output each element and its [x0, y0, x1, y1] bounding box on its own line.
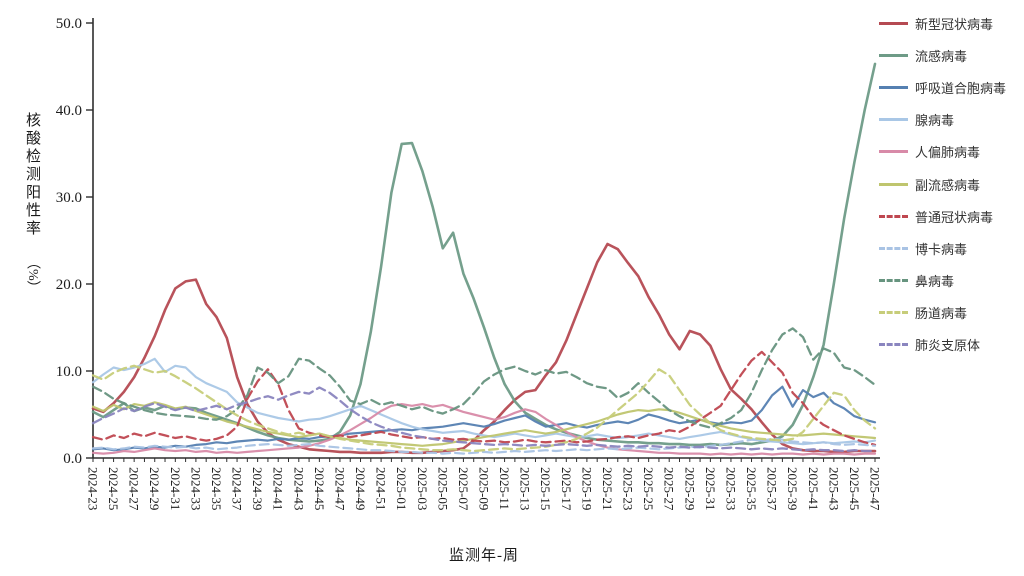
y-tick-label: 50.0 [56, 16, 82, 32]
legend-item-0: 新型冠状病毒 [879, 7, 1006, 39]
legend-swatch-icon [879, 85, 908, 89]
series-line-2 [91, 385, 877, 452]
x-tick-label: 2024-37 [230, 467, 245, 511]
series-line-9 [91, 364, 877, 453]
legend-swatch-icon [879, 246, 908, 250]
x-tick-label: 2024-31 [168, 467, 183, 510]
series-line-4 [91, 403, 877, 456]
x-tick-label: 2025-15 [538, 467, 553, 510]
x-tick-label: 2025-33 [723, 467, 738, 510]
x-tick-label: 2024-49 [353, 467, 368, 510]
legend-label: 人偏肺病毒 [915, 145, 981, 161]
x-tick-label: 2024-43 [291, 467, 306, 510]
legend-label: 博卡病毒 [915, 241, 968, 257]
x-tick-label: 2025-27 [662, 467, 677, 511]
legend-swatch-icon [879, 279, 908, 283]
series-line-8 [91, 327, 877, 429]
x-tick-label: 2025-41 [806, 467, 821, 510]
x-tick-label: 2025-19 [579, 467, 594, 510]
legend-item-9: 肠道病毒 [879, 297, 1006, 329]
x-tick-label: 2025-07 [456, 467, 471, 511]
x-tick-label: 2025-23 [621, 467, 636, 510]
legend-item-6: 普通冠状病毒 [879, 200, 1006, 232]
legend-label: 流感病毒 [915, 48, 968, 64]
legend-label: 肺炎支原体 [915, 338, 981, 354]
x-tick-label: 2024-45 [312, 467, 327, 510]
x-tick-label: 2024-25 [106, 467, 121, 510]
x-axis-title: 监测年-周 [449, 548, 519, 564]
x-tick-label: 2025-39 [785, 467, 800, 510]
legend-label: 肠道病毒 [915, 306, 968, 322]
legend-swatch-icon [879, 118, 908, 122]
legend: 新型冠状病毒 流感病毒呼吸道合胞病毒 腺病毒人偏肺病毒副流感病毒普通冠状病毒 博卡病毒… [879, 7, 1006, 361]
x-tick-label: 2025-35 [744, 467, 759, 510]
legend-swatch-icon [879, 53, 908, 57]
x-tick-label: 2024-35 [209, 467, 224, 510]
x-tick-label: 2024-33 [188, 467, 203, 510]
y-axis-unit: （%） [25, 255, 40, 295]
x-tick-label: 2025-09 [477, 467, 492, 510]
legend-label: 新型冠状病毒 [915, 16, 994, 32]
y-tick-label: 20.0 [56, 277, 82, 293]
legend-label: 呼吸道合胞病毒 [915, 80, 1007, 96]
y-axis-title: 核酸检测阳性率 [24, 112, 40, 238]
legend-label: 腺病毒 [915, 113, 955, 129]
x-tick-label: 2025-45 [847, 467, 862, 510]
y-tick-label: 30.0 [56, 190, 82, 206]
y-tick-label: 40.0 [56, 103, 82, 119]
legend-swatch-icon [879, 343, 908, 347]
legend-item-5: 副流感病毒 [879, 168, 1006, 200]
x-tick-label: 2025-37 [765, 467, 780, 511]
x-tick-label: 2024-51 [374, 467, 389, 510]
legend-item-7: 博卡病毒 [879, 232, 1006, 264]
x-tick-label: 2025-29 [682, 467, 697, 510]
legend-swatch-icon [879, 150, 908, 154]
x-tick-label: 2024-23 [86, 467, 101, 510]
legend-label: 副流感病毒 [915, 177, 981, 193]
x-tick-label: 2024-27 [127, 467, 142, 511]
x-tick-label: 2025-31 [703, 467, 718, 510]
legend-item-4: 人偏肺病毒 [879, 136, 1006, 168]
series-line-10 [91, 386, 877, 453]
x-tick-label: 2025-01 [394, 467, 409, 510]
legend-label: 普通冠状病毒 [915, 209, 994, 225]
series-line-5 [91, 401, 877, 447]
x-tick-label: 2025-13 [518, 467, 533, 510]
x-tick-label: 2025-03 [415, 467, 430, 510]
legend-swatch-icon [879, 311, 908, 315]
legend-swatch-icon [879, 214, 908, 218]
x-tick-label: 2024-39 [250, 467, 265, 510]
x-tick-label: 2025-21 [600, 467, 615, 510]
x-tick-label: 2024-29 [147, 467, 162, 510]
y-tick-label: 0.0 [63, 451, 82, 467]
legend-item-1: 流感病毒 [879, 39, 1006, 71]
y-tick-label: 10.0 [56, 364, 82, 380]
series-line-7 [91, 437, 877, 455]
legend-item-10: 肺炎支原体 [879, 329, 1006, 361]
legend-swatch-icon [879, 21, 908, 25]
x-tick-label: 2025-11 [497, 467, 512, 510]
series-line-6 [91, 350, 877, 447]
legend-swatch-icon [879, 182, 908, 186]
legend-item-2: 呼吸道合胞病毒 [879, 71, 1006, 103]
x-tick-label: 2025-25 [641, 467, 656, 510]
x-tick-label: 2025-47 [868, 467, 883, 511]
series-line-0 [91, 242, 877, 455]
x-tick-label: 2025-43 [826, 467, 841, 510]
x-tick-label: 2024-47 [332, 467, 347, 511]
x-tick-label: 2025-17 [559, 467, 574, 511]
x-tick-label: 2024-41 [271, 467, 286, 510]
x-tick-label: 2025-05 [435, 467, 450, 510]
legend-item-8: 鼻病毒 [879, 265, 1006, 297]
legend-label: 鼻病毒 [915, 274, 955, 290]
series-line-1 [91, 62, 877, 447]
legend-item-3: 腺病毒 [879, 104, 1006, 136]
